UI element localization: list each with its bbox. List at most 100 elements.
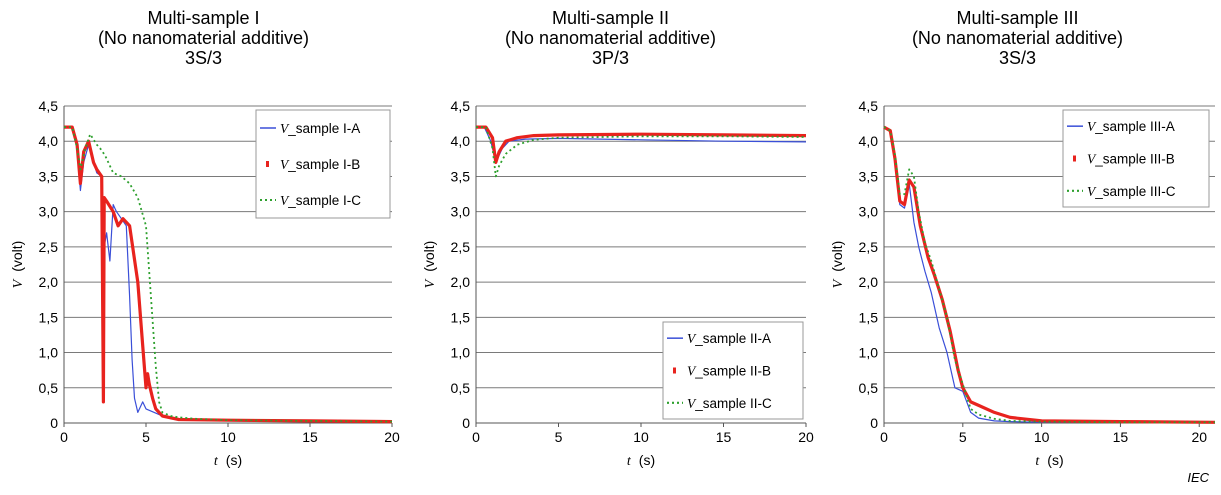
legend-name: _sample III-C: [1094, 184, 1176, 199]
x-tick-label: 5: [555, 429, 563, 445]
x-axis-label: t (s): [627, 452, 655, 469]
legend: V_sample I-AV_sample I-BV_sample I-C: [255, 109, 391, 219]
legend-var: V: [687, 364, 697, 379]
y-tick-label: 0: [50, 415, 58, 431]
y-axis-var: V: [11, 278, 26, 288]
chart-panel-1: Multi-sample I (No nanomaterial additive)…: [0, 0, 407, 495]
chart-svg: 0 0,5 1,0 1,5 2,0 2,5 3,0 3,5 4,0 4,5 0 5 10 15 20 t (s)…: [829, 98, 1216, 469]
legend-swatch: [673, 367, 676, 374]
x-axis-unit: (s): [226, 452, 242, 468]
legend-var: V: [1087, 184, 1097, 199]
y-tick-label: 0,5: [39, 380, 59, 396]
y-tick-label: 3,5: [39, 168, 59, 184]
y-tick-label: 2,5: [39, 239, 59, 255]
y-tick-label: 3,0: [451, 204, 471, 220]
y-tick-label: 0,5: [859, 380, 879, 396]
chart-title: Multi-sample II (No nanomaterial additive…: [407, 8, 814, 68]
y-tick-label: 2,5: [451, 239, 471, 255]
series-line-3: [64, 126, 393, 423]
x-tick-label: 0: [472, 429, 480, 445]
y-tick-label: 1,5: [859, 309, 879, 325]
x-tick-label: 0: [880, 429, 888, 445]
chart-title-line: 3S/3: [998, 48, 1037, 68]
x-axis-var: t: [1035, 454, 1040, 469]
legend-var: V: [280, 121, 290, 136]
chart-title-line: Multi-sample II: [551, 8, 670, 28]
y-tick-label: 2,5: [859, 239, 879, 255]
legend-name: _sample I-A: [287, 121, 360, 136]
y-tick-label: 4,0: [39, 133, 59, 149]
legend-box: [255, 109, 391, 219]
legend-name: _sample II-A: [694, 331, 771, 346]
y-tick-label: 3,5: [859, 168, 879, 184]
chart-title-line: Multi-sample III: [956, 8, 1079, 28]
legend-swatch: [266, 161, 269, 167]
y-tick-label: 4,5: [451, 98, 471, 114]
chart-panel-2: Multi-sample II (No nanomaterial additive…: [407, 0, 814, 495]
x-tick-label: 15: [1113, 429, 1129, 445]
series-line-2: [476, 125, 807, 164]
y-tick-label: 2,0: [451, 274, 471, 290]
legend-var: V: [1087, 119, 1097, 134]
y-tick-label: 2,0: [39, 274, 59, 290]
x-axis-var: t: [627, 454, 632, 469]
y-tick-label: 1,5: [451, 309, 471, 325]
legend-var: V: [687, 331, 697, 346]
legend-label: V_sample I-C: [280, 193, 361, 208]
legend-label: V_sample I-A: [280, 121, 360, 136]
x-tick-label: 20: [1191, 429, 1207, 445]
legend-label: V_sample II-A: [687, 331, 771, 346]
y-tick-label: 1,0: [39, 345, 59, 361]
legend-var: V: [280, 157, 290, 172]
chart-svg: 0 0,5 1,0 1,5 2,0 2,5 3,0 3,5 4,0 4,5 0 5 10 15 20 t (s)…: [421, 98, 814, 469]
y-tick-label: 0: [870, 415, 878, 431]
x-tick-label: 5: [959, 429, 967, 445]
y-tick-label: 0,5: [451, 380, 471, 396]
chart-title-line: Multi-sample I: [147, 8, 260, 28]
y-axis-var: V: [831, 278, 846, 288]
y-tick-label: 3,0: [859, 204, 879, 220]
chart-title-line: (No nanomaterial additive): [504, 28, 717, 48]
y-tick-label: 3,0: [39, 204, 59, 220]
legend: V_sample III-AV_sample III-BV_sample III…: [1062, 109, 1210, 208]
legend-box: [662, 321, 804, 420]
y-axis-unit: (volt): [9, 241, 25, 272]
series-line-1: [64, 126, 392, 423]
y-axis-var: V: [423, 278, 438, 288]
y-tick-label: 4,5: [39, 98, 59, 114]
legend-name: _sample III-A: [1094, 119, 1175, 134]
chart-title-line: (No nanomaterial additive): [911, 28, 1124, 48]
legend-var: V: [1087, 152, 1097, 167]
legend-name: _sample I-B: [287, 157, 360, 172]
y-tick-label: 2,0: [859, 274, 879, 290]
y-axis-label: V (volt): [829, 241, 846, 289]
y-axis-unit: (volt): [829, 241, 845, 272]
x-axis-var: t: [214, 454, 219, 469]
y-tick-label: 1,0: [451, 345, 471, 361]
x-axis-label: t (s): [1035, 452, 1063, 469]
y-tick-label: 4,0: [451, 133, 471, 149]
legend-var: V: [687, 396, 697, 411]
legend: V_sample II-AV_sample II-BV_sample II-C: [662, 321, 804, 420]
x-axis-unit: (s): [639, 452, 655, 468]
series-line-1: [883, 126, 1215, 423]
series-line-2: [64, 125, 393, 424]
chart-svg: 0 0,5 1,0 1,5 2,0 2,5 3,0 3,5 4,0 4,5 0 5 10 15 20 t (s)…: [9, 98, 400, 469]
series-line-3: [883, 126, 1215, 424]
iec-logo: IEC: [1187, 470, 1209, 485]
legend-var: V: [280, 193, 290, 208]
legend-label: V_sample III-B: [1087, 152, 1175, 167]
legend-name: _sample II-B: [694, 364, 771, 379]
x-tick-label: 15: [716, 429, 732, 445]
chart-title: Multi-sample III (No nanomaterial additiv…: [814, 8, 1221, 68]
y-axis-label: V (volt): [9, 241, 26, 289]
y-axis-label: V (volt): [421, 241, 438, 289]
legend-label: V_sample II-B: [687, 364, 771, 379]
y-tick-label: 0: [462, 415, 470, 431]
y-tick-label: 3,5: [451, 168, 471, 184]
chart-title-line: 3P/3: [591, 48, 630, 68]
legend-label: V_sample III-C: [1087, 184, 1176, 199]
y-tick-label: 1,5: [39, 309, 59, 325]
chart-panel-3: Multi-sample III (No nanomaterial additiv…: [814, 0, 1221, 495]
x-tick-label: 20: [384, 429, 400, 445]
